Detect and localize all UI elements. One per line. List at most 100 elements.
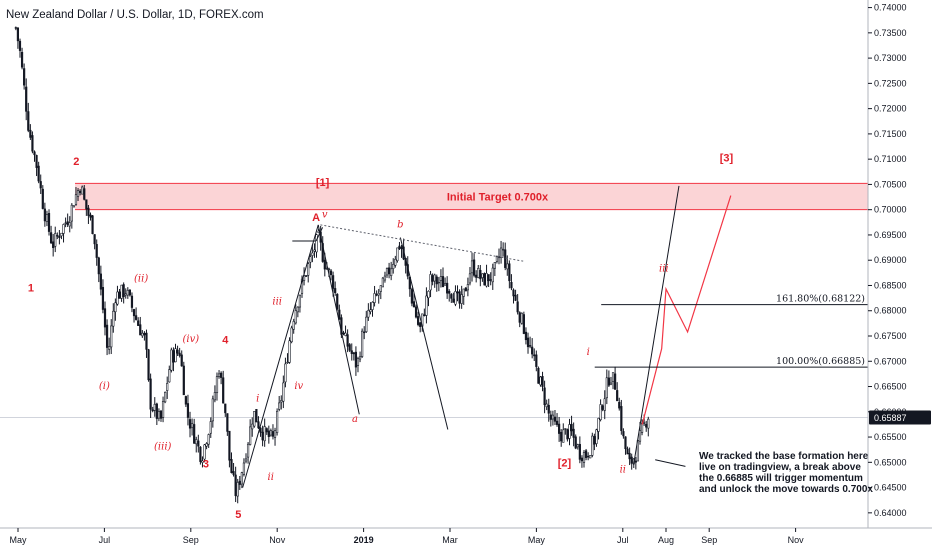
candle-body: [526, 337, 530, 348]
candle-body: [54, 233, 57, 247]
candle-body: [89, 214, 92, 218]
candle-body: [228, 430, 231, 461]
candle-body: [595, 429, 598, 444]
chart-title: New Zealand Dollar / U.S. Dollar, 1D, FO…: [6, 9, 264, 21]
time-tick-label: Sep: [183, 535, 199, 545]
candle-body: [535, 354, 538, 367]
candle-body: [574, 436, 577, 449]
candle-body: [541, 376, 544, 387]
candle-body: [450, 294, 453, 299]
candle-body: [591, 435, 594, 456]
candle-body: [516, 301, 519, 313]
candle-body: [414, 306, 418, 318]
candle-body: [549, 414, 552, 420]
candle-body: [114, 302, 117, 313]
candle-body: [282, 382, 285, 402]
candle-body: [423, 314, 426, 316]
candle-body: [367, 310, 370, 318]
price-axis: 0.74000 0.73500 0.73000 0.72500 0.72000 0.715…: [867, 0, 931, 528]
candle-body: [159, 410, 163, 419]
candle-body: [95, 244, 98, 258]
candle-body: [460, 294, 463, 304]
time-tick-label: May: [9, 535, 27, 545]
candle-body: [458, 291, 461, 304]
candle-body: [584, 450, 588, 458]
price-tick-label: 0.70500: [874, 179, 907, 189]
candle-body: [387, 267, 391, 275]
swing-line: [399, 237, 449, 430]
candle-body: [597, 418, 600, 432]
candle-body: [572, 428, 575, 438]
candle-body: [39, 181, 42, 189]
candle-body: [539, 376, 542, 386]
candle-body: [379, 285, 382, 292]
candle-body: [135, 315, 138, 320]
candle-body: [491, 267, 494, 283]
candle-body: [371, 301, 374, 310]
candle-body: [93, 234, 96, 245]
candle-body: [502, 249, 505, 251]
candle-body: [143, 332, 146, 336]
candle-body: [638, 430, 642, 442]
candle-body: [551, 414, 555, 420]
candle-body: [369, 309, 372, 313]
price-tick-label: 0.72000: [874, 104, 907, 114]
candle-body: [363, 331, 366, 334]
candle-body: [31, 135, 34, 152]
candle-body: [120, 284, 123, 299]
wave-label: iii: [272, 297, 282, 308]
candle-body: [305, 275, 308, 277]
candle-body: [151, 409, 154, 412]
annotation-line: live on tradingview, a break above: [699, 462, 861, 473]
candle-body: [504, 249, 507, 268]
candle-body: [618, 401, 621, 409]
candle-body: [383, 275, 387, 281]
wave-label: [3]: [720, 153, 734, 165]
candle-body: [518, 312, 521, 323]
candle-body: [429, 274, 432, 291]
candle-body: [607, 377, 610, 386]
price-tick-label: 0.64500: [874, 483, 907, 493]
candle-body: [60, 232, 63, 237]
candle-body: [533, 354, 536, 357]
candle-body: [205, 443, 208, 447]
wave-label: iv: [294, 381, 303, 392]
candle-body: [124, 293, 127, 296]
candle-body: [83, 188, 86, 200]
candle-body: [439, 276, 443, 281]
candle-body: [280, 400, 283, 403]
candle-body: [468, 273, 472, 284]
candle-body: [72, 205, 76, 208]
candle-body: [292, 321, 295, 330]
wave-label: ii: [620, 464, 626, 475]
analysis-lines: 161.80%(0.68122) 100.00%(0.66885): [242, 185, 868, 488]
candle-body: [336, 293, 339, 310]
candle-body: [609, 382, 613, 385]
candle-body: [377, 292, 380, 296]
candle-body: [365, 316, 368, 333]
candle-body: [634, 460, 637, 463]
candle-body: [568, 424, 571, 439]
candle-body: [215, 376, 219, 394]
candle-body: [91, 215, 94, 234]
wave-label: iii: [659, 263, 669, 274]
price-tick-label: 0.65000: [874, 457, 907, 467]
candle-body: [294, 310, 297, 324]
candle-body: [220, 372, 223, 378]
candle-body: [257, 421, 260, 429]
candle-series: [14, 26, 650, 504]
candle-body: [555, 420, 559, 425]
candle-body: [332, 275, 335, 289]
candle-body: [394, 258, 397, 266]
wave-label: (ii): [134, 273, 148, 284]
candle-body: [417, 316, 420, 325]
candle-body: [437, 281, 440, 284]
candle-body: [298, 294, 302, 308]
annotation-line: We tracked the base formation here: [699, 451, 869, 462]
last-price-value: 0.65887: [874, 413, 907, 423]
fib-level-label: 161.80%(0.68122): [776, 294, 865, 305]
candle-body: [188, 419, 192, 429]
candle-body: [14, 27, 17, 29]
candle-body: [396, 247, 399, 262]
